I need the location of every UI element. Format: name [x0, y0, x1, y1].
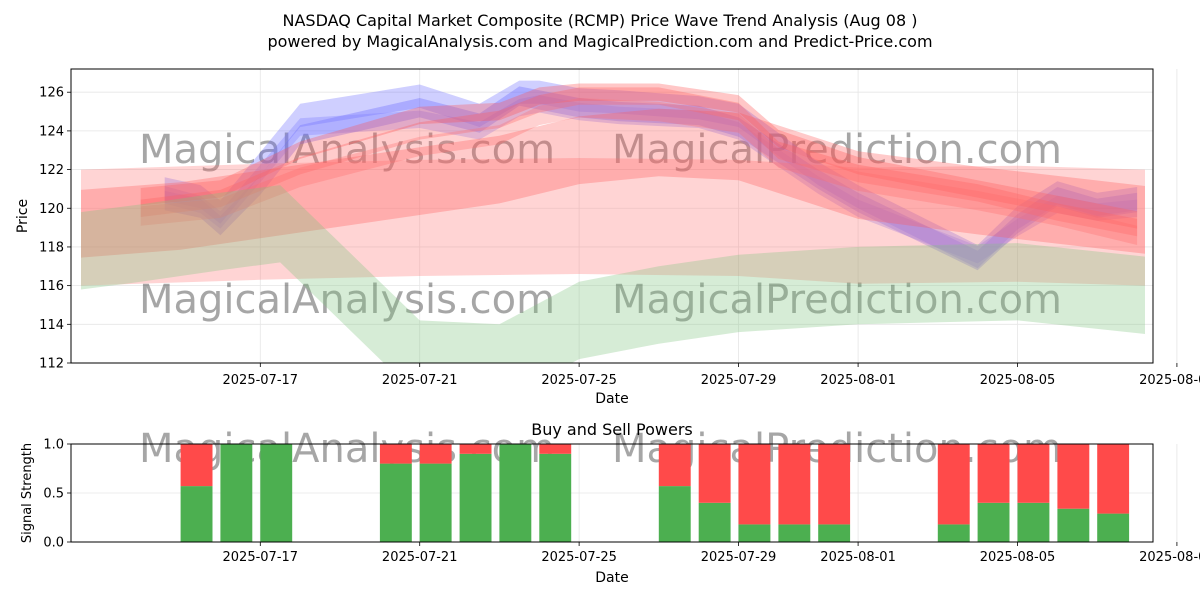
- buy-bar: [698, 502, 731, 542]
- price-x-tick-label: 2025-08-01: [820, 373, 896, 388]
- price-band-blue-wave-2: [164, 80, 1138, 269]
- figure-title-line1: NASDAQ Capital Market Composite (RCMP) P…: [283, 11, 918, 30]
- watermark-left-upper: MagicalAnalysis.com: [139, 127, 555, 173]
- bars-x-tick-label: 2025-07-29: [701, 550, 777, 565]
- bars-x-axis-label: Date: [595, 570, 628, 586]
- price-band-blue-wave-1: [164, 86, 1138, 271]
- buy-bar: [1017, 502, 1050, 542]
- buy-bar: [738, 524, 771, 542]
- bars-x-tick-label: 2025-08-01: [820, 550, 896, 565]
- price-band-red-wave-2: [140, 83, 1138, 229]
- buy-bar: [260, 444, 293, 542]
- buy-bar: [499, 444, 532, 542]
- buy-bar: [658, 486, 691, 542]
- price-y-tick-label: 124: [39, 124, 64, 139]
- bars-x-tick-label: 2025-07-21: [382, 550, 458, 565]
- price-y-tick-label: 118: [39, 240, 64, 255]
- price-axes: 112 114 116 118 120 122 124 126 2025-07-17 2025-0…: [39, 86, 1200, 388]
- buy-bar: [778, 524, 811, 542]
- price-y-axis-label: Price: [15, 199, 31, 233]
- price-y-tick-label: 116: [39, 279, 64, 294]
- buy-bar: [180, 486, 213, 542]
- sell-bar: [977, 444, 1010, 503]
- sell-bar: [419, 444, 452, 464]
- price-band-red-wave-1: [140, 87, 1138, 237]
- price-plot-frame: [70, 68, 1154, 364]
- bars-series-group: [180, 444, 1130, 542]
- buy-bar: [419, 463, 452, 542]
- bars-axes: 0.0 0.5 1.0 2025-07-17 2025-07-21 2025-07-25 2…: [43, 438, 1200, 566]
- sell-bar: [539, 444, 572, 454]
- bars-y-tick-label: 0.0: [43, 536, 64, 551]
- bars-x-tick-label: 2025-08-05: [980, 550, 1056, 565]
- bars-y-axis-label: Signal Strength: [20, 443, 35, 543]
- price-x-tick-label: 2025-07-21: [382, 373, 458, 388]
- sell-bar: [379, 444, 412, 464]
- price-watermarks: MagicalAnalysis.com MagicalPrediction.co…: [139, 127, 1062, 323]
- buy-bar: [1097, 513, 1130, 542]
- price-y-tick-label: 122: [39, 163, 64, 178]
- price-band-green-trend-band: [81, 185, 1145, 363]
- buy-bar: [539, 453, 572, 542]
- bars-x-tick-label: 2025-07-25: [541, 550, 617, 565]
- price-x-axis-label: Date: [595, 391, 628, 407]
- sell-bar: [778, 444, 811, 525]
- price-band-blue-wave-3: [164, 95, 1138, 264]
- buy-bar: [818, 524, 851, 542]
- price-y-tick-label: 126: [39, 86, 64, 101]
- sell-bar: [738, 444, 771, 525]
- sell-bar: [818, 444, 851, 525]
- price-x-tick-label: 2025-07-29: [701, 373, 777, 388]
- price-x-tick-label: 2025-07-25: [541, 373, 617, 388]
- sell-bar: [1097, 444, 1130, 514]
- price-y-tick-label: 112: [39, 357, 64, 372]
- buy-bar: [937, 524, 970, 542]
- price-grid: [71, 69, 1178, 364]
- sell-bar: [698, 444, 731, 503]
- buy-bar: [977, 502, 1010, 542]
- buy-bar: [379, 463, 412, 542]
- buy-bar: [1057, 508, 1090, 542]
- buy-bar: [459, 453, 492, 542]
- price-x-tick-label: 2025-08-05: [980, 373, 1056, 388]
- sell-bar: [937, 444, 970, 525]
- buy-sell-chart-panel: Buy and Sell Powers MagicalAnalysis.com …: [20, 420, 1200, 586]
- bars-x-tick-label: 2025-08-09: [1139, 550, 1200, 565]
- figure-title-line2: powered by MagicalAnalysis.com and Magic…: [267, 32, 932, 51]
- price-y-tick-label: 120: [39, 202, 64, 217]
- price-y-tick-label: 114: [39, 318, 64, 333]
- watermark-left-lower: MagicalAnalysis.com: [139, 277, 555, 323]
- sell-bar: [180, 444, 213, 487]
- price-series-group: [81, 80, 1145, 363]
- buy-sell-title: Buy and Sell Powers: [531, 420, 693, 439]
- sell-bar: [1057, 444, 1090, 509]
- sell-bar: [459, 444, 492, 454]
- watermark-right-upper: MagicalPrediction.com: [612, 127, 1062, 173]
- bars-y-tick-label: 1.0: [43, 438, 64, 453]
- watermark-right-lower: MagicalPrediction.com: [612, 277, 1062, 323]
- price-band-red-trend-band-wide: [81, 158, 1145, 286]
- bars-y-tick-label: 0.5: [43, 487, 64, 502]
- price-band-red-wave-3: [140, 98, 1138, 245]
- price-x-tick-label: 2025-07-17: [223, 373, 299, 388]
- price-chart-panel: MagicalAnalysis.com MagicalPrediction.co…: [15, 68, 1200, 407]
- price-x-tick-label: 2025-08-09: [1139, 373, 1200, 388]
- price-band-red-trend-band-rising: [81, 108, 1145, 258]
- sell-bar: [658, 444, 691, 487]
- bars-x-tick-label: 2025-07-17: [223, 550, 299, 565]
- buy-bar: [220, 444, 253, 542]
- sell-bar: [1017, 444, 1050, 503]
